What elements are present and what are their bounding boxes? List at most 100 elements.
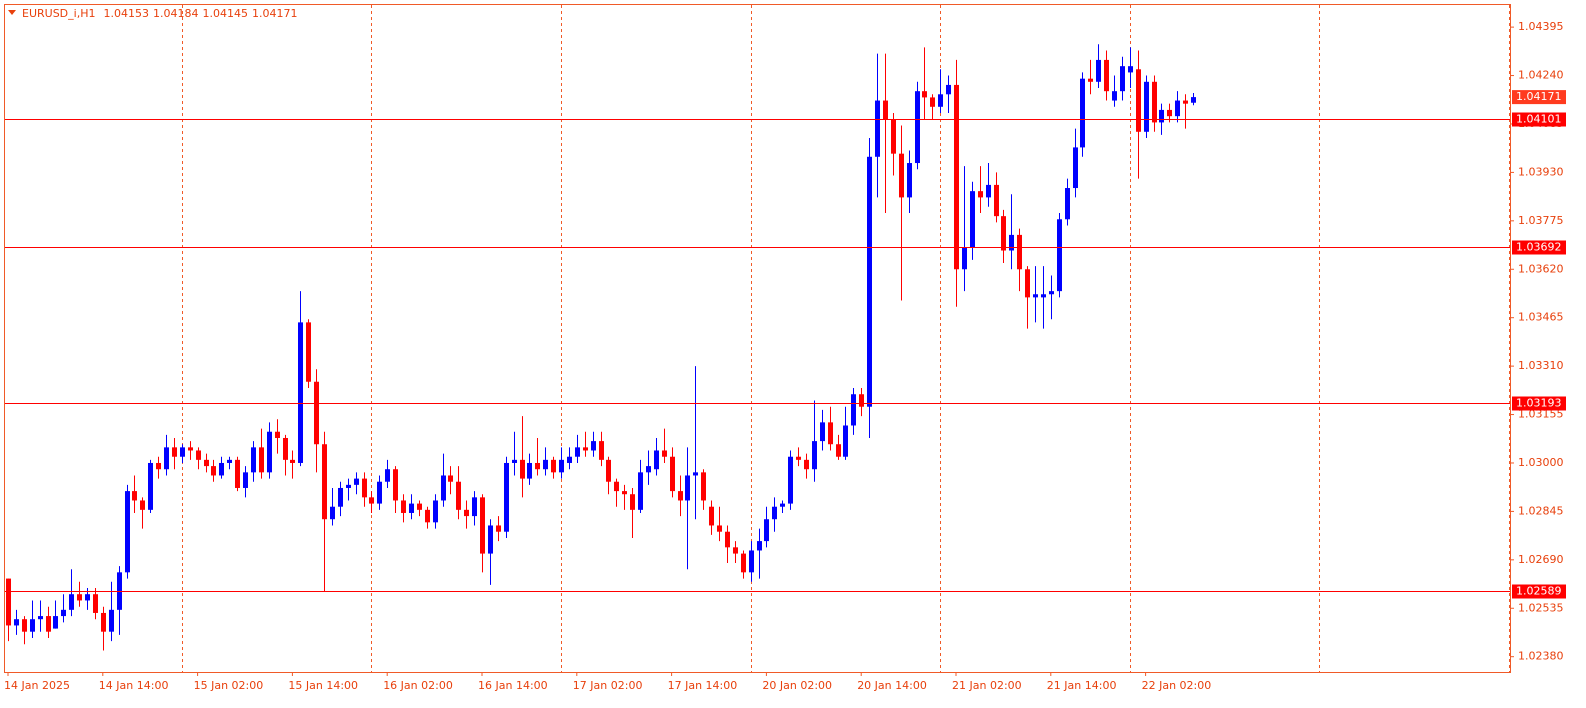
- x-tick-label: 20 Jan 02:00: [762, 679, 832, 692]
- y-tick-label: 1.02535: [1518, 601, 1564, 614]
- candle-body: [630, 494, 635, 510]
- candle-body: [693, 472, 698, 476]
- y-tick-label: 1.02380: [1518, 650, 1564, 663]
- candle-body: [764, 519, 769, 542]
- candle-body: [828, 422, 833, 445]
- candle-body: [962, 247, 967, 270]
- candle-body: [1080, 78, 1085, 148]
- candle-body: [1017, 234, 1022, 270]
- candle-body: [535, 462, 540, 470]
- candle-body: [338, 487, 343, 507]
- candle-body: [393, 469, 398, 501]
- candle-body: [235, 459, 240, 488]
- candle-body: [670, 456, 675, 492]
- candle-body: [741, 553, 746, 573]
- header: EURUSD_i,H1 1.04153 1.04184 1.04145 1.04171: [22, 7, 297, 20]
- candle-body: [504, 462, 509, 532]
- candle-body: [188, 447, 193, 451]
- candle-body: [204, 459, 209, 467]
- candle-body: [970, 191, 975, 248]
- candle-body: [851, 394, 856, 426]
- candle-body: [527, 462, 532, 479]
- y-tick-label: 1.03930: [1518, 165, 1564, 178]
- candle-body: [986, 184, 991, 198]
- candle-body: [575, 447, 580, 457]
- candle-body: [298, 322, 303, 463]
- candle-body: [6, 578, 11, 626]
- candle-body: [1152, 81, 1157, 123]
- candle-body: [843, 425, 848, 457]
- candle-body: [567, 456, 572, 463]
- x-tick-label: 14 Jan 2025: [4, 679, 70, 692]
- candle-body: [283, 437, 288, 460]
- candle-body: [85, 594, 90, 601]
- candle-body: [1104, 59, 1109, 92]
- candle-body: [678, 491, 683, 501]
- candle-body: [219, 462, 224, 476]
- x-tick-label: 15 Jan 02:00: [194, 679, 264, 692]
- candle-body: [330, 506, 335, 520]
- candle-body: [599, 441, 604, 460]
- y-tick-label: 1.04395: [1518, 20, 1564, 33]
- y-tick-label: 1.02845: [1518, 504, 1564, 517]
- candle-body: [362, 478, 367, 498]
- candle-body: [1009, 234, 1014, 251]
- candle-body: [662, 450, 667, 457]
- candle-body: [69, 594, 74, 610]
- candle-body: [243, 472, 248, 488]
- y-tick-label: 1.03465: [1518, 311, 1564, 324]
- x-tick-label: 20 Jan 14:00: [857, 679, 927, 692]
- candle-body: [899, 153, 904, 198]
- candle-body: [859, 394, 864, 407]
- candle-body: [30, 619, 35, 632]
- candle-body: [227, 459, 232, 463]
- candle-body: [1088, 78, 1093, 82]
- collapse-icon[interactable]: [8, 10, 16, 15]
- candle-body: [354, 478, 359, 485]
- price-label-box: [1512, 90, 1566, 105]
- x-tick-label: 21 Jan 14:00: [1047, 679, 1117, 692]
- candle-body: [267, 431, 272, 473]
- candle-body: [725, 531, 730, 548]
- symbol: EURUSD_i,H1: [22, 7, 95, 20]
- candle-body: [290, 459, 295, 463]
- y-tick-label: 1.04240: [1518, 69, 1564, 82]
- candle-body: [488, 525, 493, 554]
- level-label: 1.04101: [1516, 113, 1562, 126]
- ohlc-close: 1.04171: [252, 7, 298, 20]
- candle-body: [1159, 109, 1164, 123]
- candle-body: [448, 475, 453, 482]
- candle-body: [196, 450, 201, 460]
- level-label-box: [1512, 112, 1566, 127]
- candle-body: [1128, 66, 1133, 73]
- candle-body: [1183, 100, 1188, 104]
- candle-body: [61, 609, 66, 617]
- candle-body: [77, 594, 82, 601]
- candle-body: [401, 500, 406, 513]
- candle-body: [1049, 291, 1054, 295]
- candle-body: [101, 612, 106, 632]
- candle-body: [346, 484, 351, 488]
- candle-body: [946, 84, 951, 95]
- candle-body: [551, 459, 556, 473]
- candle-body: [409, 503, 414, 513]
- candle-body: [1167, 109, 1172, 117]
- level-label-box: [1512, 240, 1566, 255]
- candle-body: [891, 119, 896, 154]
- candle-body: [1175, 100, 1180, 117]
- level-label-box: [1512, 584, 1566, 599]
- candle-body: [275, 431, 280, 438]
- candle-body: [1041, 294, 1046, 298]
- plot-frame: [4, 4, 1511, 673]
- ohlc-high: 1.04184: [153, 7, 199, 20]
- candle-body: [464, 509, 469, 517]
- candle-body: [709, 506, 714, 526]
- candle-body: [1033, 294, 1038, 298]
- candle-body: [883, 100, 888, 120]
- candle-body: [472, 497, 477, 517]
- candle-body: [496, 525, 501, 532]
- candle-body: [772, 506, 777, 520]
- candle-body: [701, 472, 706, 501]
- candle-body: [938, 94, 943, 107]
